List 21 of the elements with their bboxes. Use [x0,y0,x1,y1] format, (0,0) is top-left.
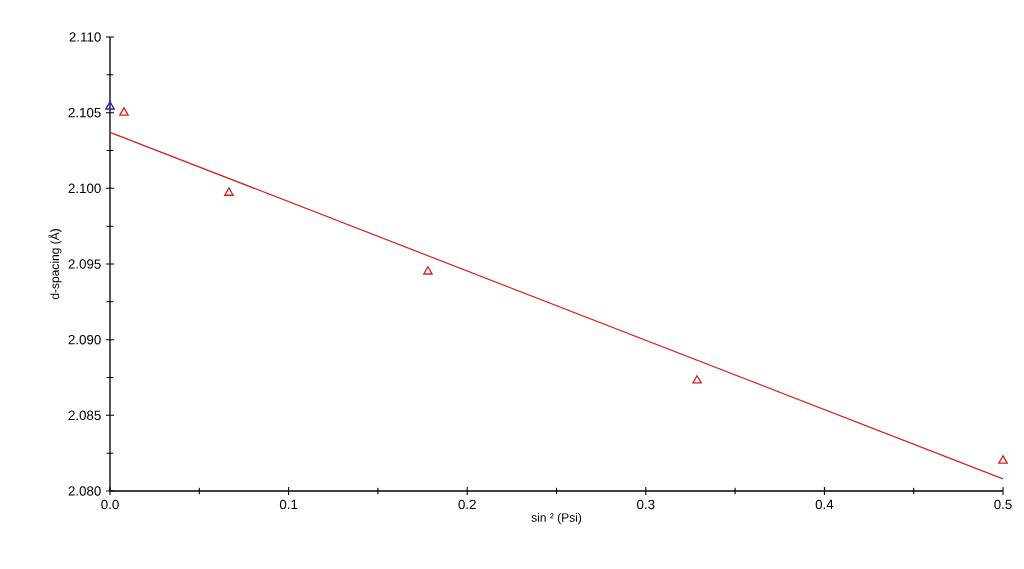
y-tick-label: 2.080 [68,486,101,496]
y-tick-label: 2.095 [68,259,101,269]
point [423,266,433,275]
y-tick-label: 2.085 [68,410,101,421]
x-tick-label: 0.0 [101,499,119,510]
x-axis-title: sin ² (Psi) [531,512,582,525]
y-tick-label: 2.100 [68,183,101,194]
point [224,187,234,196]
y-axis-title: d-spacing (Å) [48,229,62,300]
y-tick-label: 2.090 [68,334,101,345]
point [692,375,702,384]
y-tick-label: 2.110 [69,32,101,42]
x-tick-label: 0.4 [815,499,834,510]
point [998,455,1008,464]
y-tick-label: 2.105 [68,107,101,118]
x-tick-label: 0.1 [279,499,298,510]
x-tick-label: 0.2 [458,499,476,510]
point [119,107,129,116]
point [105,101,115,110]
x-tick-label: 0.5 [994,499,1012,510]
x-tick-label: 0.3 [637,499,655,510]
